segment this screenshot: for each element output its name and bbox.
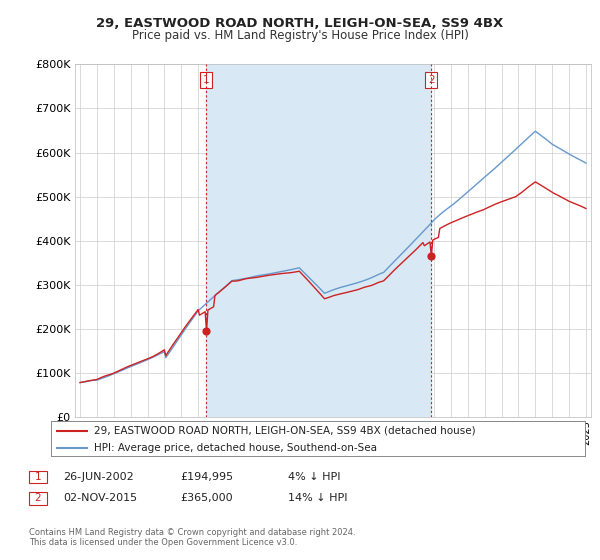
Point [427,252,436,261]
Text: HPI: Average price, detached house, Southend-on-Sea: HPI: Average price, detached house, Sout… [94,442,377,452]
Text: Price paid vs. HM Land Registry's House Price Index (HPI): Price paid vs. HM Land Registry's House … [131,29,469,42]
Text: 29, EASTWOOD ROAD NORTH, LEIGH-ON-SEA, SS9 4BX (detached house): 29, EASTWOOD ROAD NORTH, LEIGH-ON-SEA, S… [94,426,475,436]
Text: £365,000: £365,000 [180,493,233,503]
Text: £194,995: £194,995 [180,472,233,482]
Text: 14% ↓ HPI: 14% ↓ HPI [288,493,347,503]
Text: 4% ↓ HPI: 4% ↓ HPI [288,472,341,482]
Text: 26-JUN-2002: 26-JUN-2002 [63,472,134,482]
Text: 02-NOV-2015: 02-NOV-2015 [63,493,137,503]
Text: 2: 2 [428,75,435,85]
Text: 1: 1 [203,75,209,85]
Text: 2: 2 [34,493,41,503]
Bar [206,64,431,417]
Text: Contains HM Land Registry data © Crown copyright and database right 2024.
This d: Contains HM Land Registry data © Crown c… [29,528,355,547]
Text: 29, EASTWOOD ROAD NORTH, LEIGH-ON-SEA, SS9 4BX: 29, EASTWOOD ROAD NORTH, LEIGH-ON-SEA, S… [97,17,503,30]
Point [202,326,211,335]
Text: 1: 1 [34,472,41,482]
